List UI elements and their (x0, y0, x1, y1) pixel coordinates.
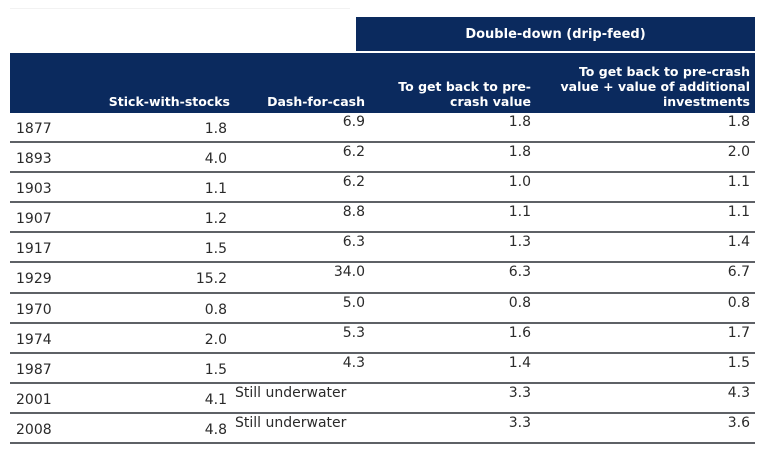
cell-dash-for-cash: 8.8 (342, 204, 365, 220)
faint-top-rule (10, 8, 350, 9)
cell-year: 1987 (16, 362, 52, 378)
cell-dd-pre-crash-plus: 1.1 (727, 204, 750, 220)
cell-dd-pre-crash: 3.3 (508, 415, 531, 431)
cell-year: 1893 (16, 151, 52, 167)
column-header-row: Stick-with-stocks Dash-for-cash To get b… (10, 53, 755, 113)
column-header-dd-pre-crash-plus: To get back to pre-crash value + value o… (540, 64, 750, 109)
cell-dd-pre-crash: 1.0 (508, 174, 531, 190)
cell-dash-for-cash: 6.3 (342, 234, 365, 250)
cell-year: 1929 (16, 271, 52, 287)
cell-stick-with-stocks: 1.1 (204, 181, 227, 197)
column-header-line: value + value of additional (560, 79, 750, 94)
cell-dd-pre-crash-plus: 1.1 (727, 174, 750, 190)
cell-year: 1903 (16, 181, 52, 197)
cell-dd-pre-crash-plus: 6.7 (727, 264, 750, 280)
table-row: 2001 4.1 Still underwater 3.3 4.3 (10, 384, 755, 414)
column-header-line: investments (662, 94, 750, 109)
cell-stick-with-stocks: 0.8 (204, 302, 227, 318)
cell-dash-for-cash: 4.3 (342, 355, 365, 371)
cell-dd-pre-crash: 1.4 (508, 355, 531, 371)
column-header-dd-pre-crash: To get back to pre- crash value (366, 79, 531, 109)
cell-dd-pre-crash: 1.8 (508, 114, 531, 130)
table-row: 1893 4.0 6.2 1.8 2.0 (10, 143, 755, 173)
table-row: 1877 1.8 6.9 1.8 1.8 (10, 113, 755, 143)
cell-year: 1907 (16, 211, 52, 227)
cell-dash-for-cash: 34.0 (333, 264, 365, 280)
cell-stick-with-stocks: 1.8 (204, 121, 227, 137)
cell-year: 1917 (16, 241, 52, 257)
table-row: 1970 0.8 5.0 0.8 0.8 (10, 294, 755, 324)
cell-year: 2001 (16, 392, 52, 408)
cell-dd-pre-crash-plus: 3.6 (727, 415, 750, 431)
cell-dd-pre-crash-plus: 2.0 (727, 144, 750, 160)
cell-dd-pre-crash: 1.6 (508, 325, 531, 341)
cell-dash-for-cash: 6.2 (342, 144, 365, 160)
table-row: 1917 1.5 6.3 1.3 1.4 (10, 233, 755, 263)
cell-stick-with-stocks: 1.5 (204, 241, 227, 257)
cell-stick-with-stocks: 4.8 (204, 422, 227, 438)
cell-year: 1970 (16, 302, 52, 318)
cell-year: 1877 (16, 121, 52, 137)
cell-dd-pre-crash-plus: 1.8 (727, 114, 750, 130)
table-row: 1907 1.2 8.8 1.1 1.1 (10, 203, 755, 233)
cell-stick-with-stocks: 4.1 (204, 392, 227, 408)
cell-dd-pre-crash-plus: 1.7 (727, 325, 750, 341)
cell-dd-pre-crash: 1.3 (508, 234, 531, 250)
cell-dd-pre-crash: 3.3 (508, 385, 531, 401)
table-row: 1903 1.1 6.2 1.0 1.1 (10, 173, 755, 203)
cell-dd-pre-crash: 1.1 (508, 204, 531, 220)
cell-stick-with-stocks: 2.0 (204, 332, 227, 348)
cell-stick-with-stocks: 15.2 (195, 271, 227, 287)
table-body: 1877 1.8 6.9 1.8 1.8 1893 4.0 6.2 1.8 2.… (10, 113, 755, 444)
cell-dash-for-cash: Still underwater (235, 385, 347, 401)
group-header-double-down: Double-down (drip-feed) (356, 17, 755, 51)
cell-dd-pre-crash-plus: 0.8 (727, 295, 750, 311)
cell-dash-for-cash: 5.3 (342, 325, 365, 341)
cell-stick-with-stocks: 1.2 (204, 211, 227, 227)
cell-stick-with-stocks: 4.0 (204, 151, 227, 167)
cell-dd-pre-crash-plus: 1.4 (727, 234, 750, 250)
column-header-dash-for-cash: Dash-for-cash (267, 94, 365, 109)
column-header-stick-with-stocks: Stick-with-stocks (108, 94, 230, 109)
table-row: 1929 15.2 34.0 6.3 6.7 (10, 263, 755, 294)
cell-stick-with-stocks: 1.5 (204, 362, 227, 378)
column-header-line: crash value (450, 94, 531, 109)
cell-dash-for-cash: 5.0 (342, 295, 365, 311)
column-header-line: To get back to pre- (398, 79, 531, 94)
table-row: 1987 1.5 4.3 1.4 1.5 (10, 354, 755, 384)
cell-dash-for-cash: Still underwater (235, 415, 347, 431)
table-row: 2008 4.8 Still underwater 3.3 3.6 (10, 414, 755, 444)
cell-dash-for-cash: 6.2 (342, 174, 365, 190)
cell-dd-pre-crash-plus: 1.5 (727, 355, 750, 371)
cell-dd-pre-crash: 0.8 (508, 295, 531, 311)
cell-dd-pre-crash-plus: 4.3 (727, 385, 750, 401)
cell-dash-for-cash: 6.9 (342, 114, 365, 130)
column-header-line: To get back to pre-crash (578, 64, 750, 79)
cell-dd-pre-crash: 6.3 (508, 264, 531, 280)
cell-year: 2008 (16, 422, 52, 438)
cell-dd-pre-crash: 1.8 (508, 144, 531, 160)
group-header-label: Double-down (drip-feed) (465, 26, 646, 42)
table-row: 1974 2.0 5.3 1.6 1.7 (10, 324, 755, 354)
cell-year: 1974 (16, 332, 52, 348)
